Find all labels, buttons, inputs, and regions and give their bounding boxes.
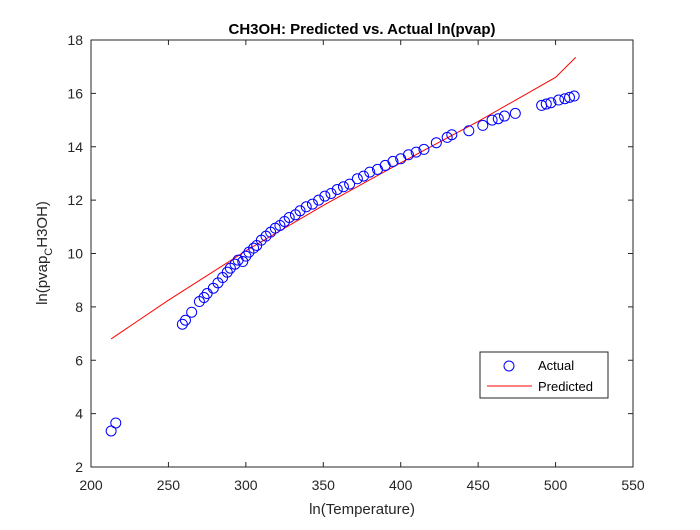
actual-point <box>319 190 331 202</box>
actual-point <box>364 166 376 178</box>
actual-point <box>179 314 191 326</box>
actual-point <box>387 155 399 167</box>
x-axis-label: ln(Temperature) <box>309 501 415 518</box>
x-tick-label: 550 <box>621 477 645 493</box>
y-axis-label: ln(pvapCH3OH) <box>34 201 55 305</box>
y-tick-label: 2 <box>75 459 83 475</box>
x-tick-label: 450 <box>466 477 490 493</box>
actual-point <box>283 211 295 223</box>
actual-point <box>237 256 249 268</box>
series-layer <box>105 56 580 437</box>
actual-point <box>492 113 504 125</box>
actual-point <box>325 187 337 199</box>
actual-point <box>186 306 198 318</box>
legend-marker-actual <box>503 360 515 372</box>
actual-point <box>221 266 233 278</box>
actual-point <box>198 292 210 304</box>
actual-point <box>545 97 557 109</box>
actual-point <box>446 129 458 141</box>
x-tick-label: 500 <box>544 477 568 493</box>
actual-point <box>402 149 414 161</box>
actual-point <box>351 173 363 185</box>
actual-point <box>176 318 188 330</box>
actual-point <box>337 181 349 193</box>
y-axis-label-subscript: C <box>43 248 55 256</box>
axis-ticks: 200 250 300 350 400 450 500 550 2 4 6 8 10 12 14 16 18 <box>67 32 644 493</box>
actual-point <box>300 201 312 213</box>
actual-point <box>229 258 241 270</box>
actual-point <box>568 90 580 102</box>
actual-point <box>294 205 306 217</box>
actual-point <box>463 125 475 137</box>
actual-point <box>313 194 325 206</box>
x-tick-label: 200 <box>79 477 103 493</box>
actual-point <box>306 198 318 210</box>
actual-point <box>358 170 370 182</box>
actual-point <box>344 178 356 190</box>
actual-point <box>248 242 260 254</box>
y-tick-label: 14 <box>67 139 83 155</box>
actual-point <box>540 98 552 110</box>
y-axis-label-main: ln(pvap <box>34 256 51 305</box>
actual-point <box>110 417 122 429</box>
y-axis-label-rest: H3OH) <box>34 201 51 248</box>
actual-point <box>410 146 422 158</box>
y-tick-label: 16 <box>67 85 83 101</box>
y-tick-label: 12 <box>67 192 83 208</box>
actual-point <box>486 114 498 126</box>
actual-point <box>564 91 576 103</box>
y-tick-label: 6 <box>75 352 83 368</box>
legend-box <box>479 351 609 399</box>
x-tick-label: 300 <box>234 477 258 493</box>
y-tick-label: 18 <box>67 32 83 48</box>
actual-point <box>553 94 565 106</box>
actual-point <box>331 183 343 195</box>
x-tick-label: 350 <box>312 477 336 493</box>
predicted-line <box>110 56 577 340</box>
actual-point <box>430 137 442 149</box>
x-tick-label: 250 <box>157 477 181 493</box>
actual-point <box>498 110 510 122</box>
legend-label-actual: Actual <box>538 358 574 373</box>
actual-point <box>240 250 252 262</box>
actual-point <box>477 119 489 131</box>
y-tick-label: 10 <box>67 246 83 262</box>
y-tick-label: 4 <box>75 406 83 422</box>
legend: Actual Predicted <box>479 351 609 399</box>
chart-title: CH3OH: Predicted vs. Actual ln(pvap) <box>229 21 496 38</box>
legend-label-predicted: Predicted <box>538 379 593 394</box>
actual-point <box>509 107 521 119</box>
y-tick-label: 8 <box>75 299 83 315</box>
actual-point <box>418 143 430 155</box>
actual-point <box>105 425 117 437</box>
x-tick-label: 400 <box>389 477 413 493</box>
